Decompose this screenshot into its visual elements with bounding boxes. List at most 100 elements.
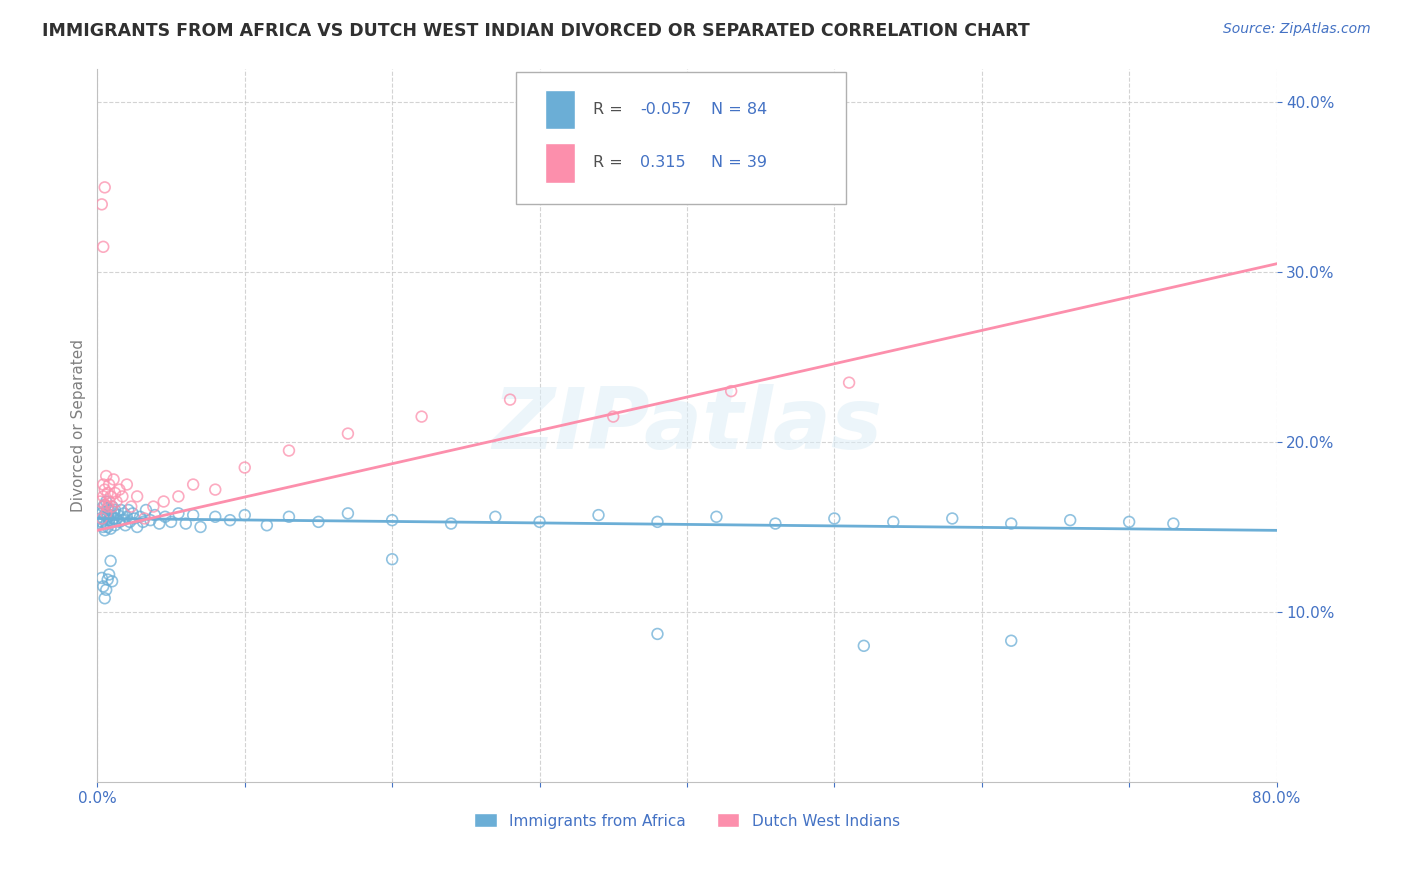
- Point: [882, 515, 904, 529]
- Point: [336, 507, 359, 521]
- Point: [117, 503, 139, 517]
- FancyBboxPatch shape: [546, 90, 575, 129]
- Point: [93, 180, 115, 194]
- Text: N = 84: N = 84: [710, 103, 766, 118]
- Point: [204, 483, 226, 497]
- Point: [1000, 516, 1022, 531]
- Point: [256, 518, 278, 533]
- Point: [852, 639, 875, 653]
- Point: [96, 469, 118, 483]
- Point: [90, 197, 112, 211]
- Point: [381, 513, 404, 527]
- Point: [602, 409, 624, 424]
- FancyBboxPatch shape: [546, 144, 575, 183]
- Point: [127, 520, 149, 534]
- Point: [98, 494, 121, 508]
- Point: [307, 515, 329, 529]
- Legend: Immigrants from Africa, Dutch West Indians: Immigrants from Africa, Dutch West India…: [468, 807, 905, 835]
- Point: [97, 500, 120, 514]
- Point: [181, 477, 204, 491]
- Point: [96, 507, 118, 521]
- Point: [91, 240, 114, 254]
- Point: [98, 503, 121, 517]
- Point: [96, 582, 118, 597]
- Point: [112, 507, 135, 521]
- Point: [336, 426, 359, 441]
- Point: [93, 498, 115, 512]
- Point: [100, 522, 122, 536]
- Point: [100, 508, 122, 522]
- Point: [219, 513, 242, 527]
- Point: [148, 516, 170, 531]
- Point: [115, 477, 138, 491]
- Point: [440, 516, 463, 531]
- Point: [127, 490, 149, 504]
- Point: [823, 511, 845, 525]
- Text: R =: R =: [592, 103, 627, 118]
- Point: [647, 515, 669, 529]
- Point: [233, 460, 256, 475]
- Point: [118, 515, 141, 529]
- Point: [152, 494, 174, 508]
- Y-axis label: Divorced or Separated: Divorced or Separated: [72, 339, 86, 512]
- Point: [1163, 516, 1185, 531]
- Point: [529, 515, 551, 529]
- Point: [90, 515, 112, 529]
- Point: [647, 627, 669, 641]
- Point: [90, 511, 112, 525]
- Point: [114, 518, 136, 533]
- Point: [91, 511, 114, 525]
- Point: [139, 513, 162, 527]
- Point: [103, 472, 125, 486]
- Point: [1059, 513, 1081, 527]
- Point: [720, 384, 742, 398]
- Point: [181, 508, 204, 522]
- Point: [278, 509, 301, 524]
- Point: [98, 513, 121, 527]
- Point: [129, 509, 152, 524]
- Point: [1000, 633, 1022, 648]
- Point: [101, 500, 124, 514]
- Point: [167, 490, 190, 504]
- Point: [381, 552, 404, 566]
- Point: [96, 516, 118, 531]
- Point: [93, 483, 115, 497]
- Point: [89, 494, 111, 508]
- Point: [93, 591, 115, 606]
- Point: [91, 500, 114, 514]
- Text: 0.315: 0.315: [640, 155, 685, 170]
- Text: R =: R =: [592, 155, 627, 170]
- Point: [411, 409, 433, 424]
- Text: Source: ZipAtlas.com: Source: ZipAtlas.com: [1223, 22, 1371, 37]
- Point: [105, 511, 128, 525]
- Point: [499, 392, 522, 407]
- Point: [97, 520, 120, 534]
- Point: [111, 490, 134, 504]
- Point: [91, 477, 114, 491]
- Point: [98, 477, 121, 491]
- Point: [108, 515, 131, 529]
- Point: [233, 508, 256, 522]
- Point: [706, 509, 728, 524]
- Point: [104, 503, 127, 517]
- Point: [96, 507, 118, 521]
- Point: [90, 571, 112, 585]
- Point: [941, 511, 963, 525]
- Point: [122, 511, 145, 525]
- Point: [135, 503, 157, 517]
- Point: [96, 494, 118, 508]
- Text: N = 39: N = 39: [710, 155, 766, 170]
- Point: [91, 490, 114, 504]
- FancyBboxPatch shape: [516, 72, 846, 204]
- Point: [484, 509, 506, 524]
- Point: [93, 524, 115, 538]
- Text: IMMIGRANTS FROM AFRICA VS DUTCH WEST INDIAN DIVORCED OR SEPARATED CORRELATION CH: IMMIGRANTS FROM AFRICA VS DUTCH WEST IND…: [42, 22, 1031, 40]
- Point: [107, 508, 129, 522]
- Point: [278, 443, 301, 458]
- Point: [101, 500, 124, 514]
- Point: [93, 498, 115, 512]
- Point: [97, 486, 120, 500]
- Point: [153, 509, 176, 524]
- Point: [97, 501, 120, 516]
- Point: [108, 483, 131, 497]
